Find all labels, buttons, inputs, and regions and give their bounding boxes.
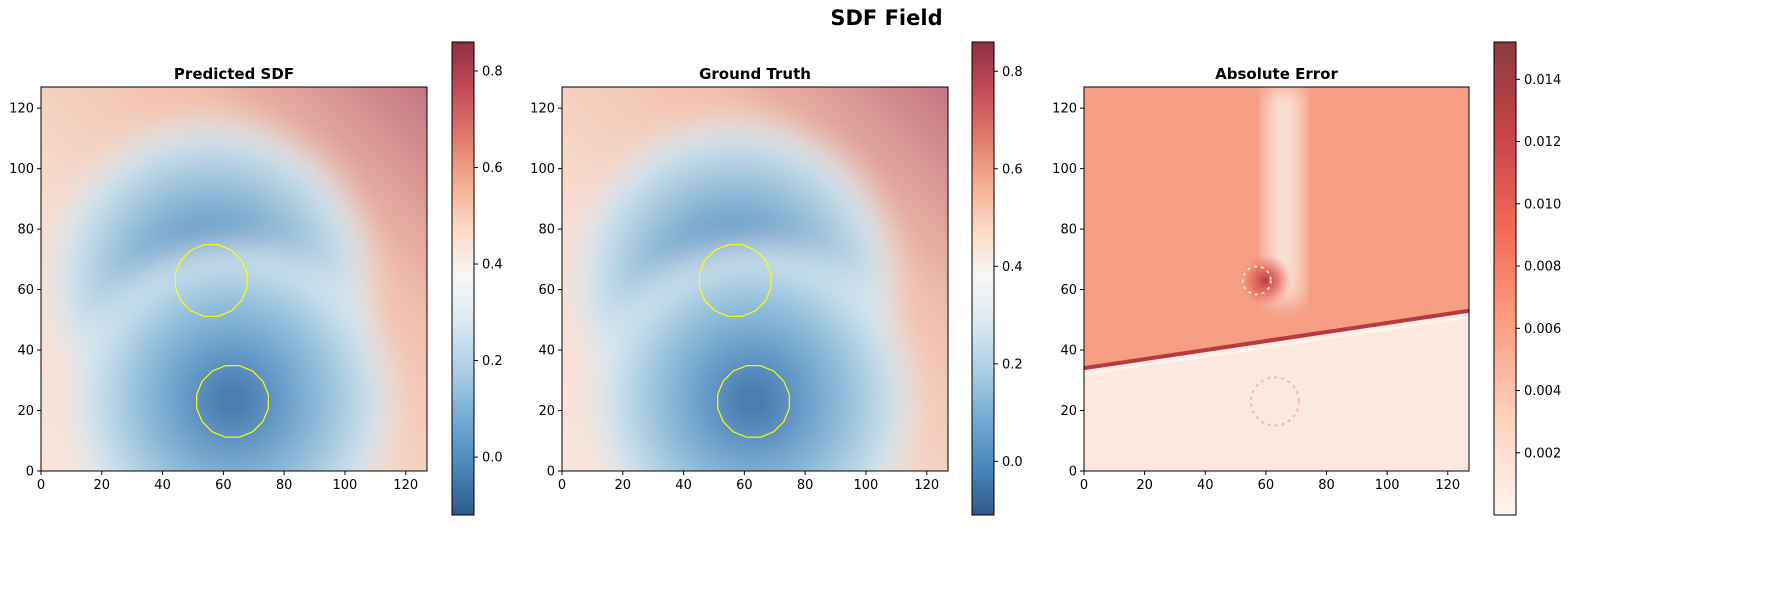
y-tick-label: 80 bbox=[538, 223, 555, 238]
sdf-basin-2 bbox=[56, 225, 409, 471]
colorbar-tick-label: 0.012 bbox=[1524, 135, 1561, 150]
y-tick-label: 20 bbox=[17, 404, 34, 419]
heatmap-image bbox=[562, 87, 948, 471]
low-distance-region bbox=[562, 104, 930, 471]
y-tick-label: 80 bbox=[17, 223, 34, 238]
y-tick-label: 100 bbox=[1052, 162, 1077, 177]
x-tick-label: 100 bbox=[1375, 478, 1400, 493]
x-tick-label: 100 bbox=[333, 478, 358, 493]
colorbar: 0.002 0.004 0.006 0.008 0.010 0.012 0.014 bbox=[1493, 41, 1561, 516]
colorbar-tick-label: 0.2 bbox=[1002, 357, 1023, 372]
y-tick-label: 0 bbox=[26, 465, 34, 480]
colorbar-tick-label: 0.4 bbox=[482, 258, 503, 273]
y-tick-label: 20 bbox=[538, 404, 555, 419]
x-tick-label: 60 bbox=[736, 478, 753, 493]
y-tick-label: 0 bbox=[1069, 465, 1077, 480]
x-tick-label: 60 bbox=[215, 478, 232, 493]
x-tick-label: 120 bbox=[393, 478, 418, 493]
y-tick-label: 40 bbox=[1060, 344, 1077, 359]
y-tick-label: 40 bbox=[17, 344, 34, 359]
y-tick-label: 40 bbox=[538, 344, 555, 359]
panel-title: Predicted SDF bbox=[174, 65, 294, 83]
panel-2: Ground Truth 0 20 40 60 80 100 120 0 20 40 60 80 100 1… bbox=[530, 41, 1023, 516]
panel-title: Ground Truth bbox=[699, 65, 811, 83]
x-tick-label: 0 bbox=[558, 478, 566, 493]
x-tick-label: 20 bbox=[94, 478, 111, 493]
x-tick-label: 0 bbox=[1080, 478, 1088, 493]
y-tick-label: 60 bbox=[1060, 283, 1077, 298]
y-tick-label: 60 bbox=[538, 283, 555, 298]
axes-frame bbox=[1083, 86, 1470, 472]
panel-title: Absolute Error bbox=[1215, 65, 1338, 83]
colorbar-tick-label: 0.006 bbox=[1524, 322, 1561, 337]
zero-contour-1 bbox=[174, 244, 248, 317]
colorbar-tick-label: 0.8 bbox=[482, 64, 503, 79]
panel-3: Absolute Error 0 20 40 60 80 100 120 0 20 40 60 80 10… bbox=[1052, 41, 1561, 516]
zero-contour-2 bbox=[196, 365, 269, 438]
colorbar-tick-label: 0.2 bbox=[482, 354, 503, 369]
y-tick-label: 60 bbox=[17, 283, 34, 298]
y-tick-label: 0 bbox=[547, 465, 555, 480]
y-tick-label: 120 bbox=[530, 102, 555, 117]
error-peak bbox=[1239, 254, 1292, 307]
error-ring-lower bbox=[1249, 376, 1300, 427]
x-tick-label: 120 bbox=[914, 478, 939, 493]
y-tick-label: 120 bbox=[1052, 102, 1077, 117]
x-tick-label: 20 bbox=[615, 478, 632, 493]
x-tick-label: 40 bbox=[154, 478, 171, 493]
y-tick-label: 100 bbox=[530, 162, 555, 177]
colorbar-tick-label: 0.8 bbox=[1002, 65, 1023, 80]
y-tick-label: 120 bbox=[9, 102, 34, 117]
y-tick-label: 20 bbox=[1060, 404, 1077, 419]
colorbar-tick-label: 0.4 bbox=[1002, 260, 1023, 275]
x-tick-label: 80 bbox=[276, 478, 293, 493]
error-seam-line bbox=[1084, 308, 1469, 371]
colorbar-tick-label: 0.6 bbox=[482, 161, 503, 176]
x-tick-label: 0 bbox=[37, 478, 45, 493]
colorbar-tick-label: 0.002 bbox=[1524, 446, 1561, 461]
axes-frame bbox=[40, 86, 428, 472]
y-tick-label: 100 bbox=[9, 162, 34, 177]
x-tick-label: 20 bbox=[1136, 478, 1153, 493]
error-seam-highlight bbox=[1084, 315, 1469, 376]
colorbar-tick-label: 0.014 bbox=[1524, 73, 1561, 88]
colorbar-tick-label: 0.010 bbox=[1524, 197, 1561, 212]
low-distance-region bbox=[41, 104, 409, 471]
x-tick-label: 80 bbox=[1318, 478, 1335, 493]
y-tick-label: 80 bbox=[1060, 223, 1077, 238]
x-tick-label: 120 bbox=[1435, 478, 1460, 493]
error-ring-upper bbox=[1241, 265, 1272, 296]
x-tick-label: 100 bbox=[854, 478, 879, 493]
x-tick-label: 80 bbox=[797, 478, 814, 493]
colorbar-gradient bbox=[971, 41, 995, 516]
x-tick-label: 60 bbox=[1258, 478, 1275, 493]
figure-title: SDF Field bbox=[830, 6, 943, 30]
zero-contour-2 bbox=[717, 365, 790, 438]
colorbar-gradient bbox=[451, 41, 475, 516]
x-tick-label: 40 bbox=[675, 478, 692, 493]
colorbar: 0.0 0.2 0.4 0.6 0.8 bbox=[971, 41, 1023, 516]
colorbar-tick-label: 0.008 bbox=[1524, 260, 1561, 275]
colorbar: 0.0 0.2 0.4 0.6 0.8 bbox=[451, 41, 503, 516]
heatmap-image bbox=[41, 87, 427, 471]
heatmap-image bbox=[1084, 87, 1469, 471]
colorbar-tick-label: 0.004 bbox=[1524, 384, 1561, 399]
colorbar-tick-label: 0.0 bbox=[1002, 455, 1023, 470]
sdf-basin-2 bbox=[577, 225, 930, 471]
panel-1: Predicted SDF 0 20 40 60 80 100 120 0 20 40 60 80 100… bbox=[9, 41, 503, 516]
colorbar-tick-label: 0.6 bbox=[1002, 162, 1023, 177]
axes-frame bbox=[561, 86, 949, 472]
colorbar-tick-label: 0.0 bbox=[482, 451, 503, 466]
x-tick-label: 40 bbox=[1197, 478, 1214, 493]
zero-contour-1 bbox=[698, 244, 772, 317]
colorbar-gradient bbox=[1493, 41, 1517, 516]
